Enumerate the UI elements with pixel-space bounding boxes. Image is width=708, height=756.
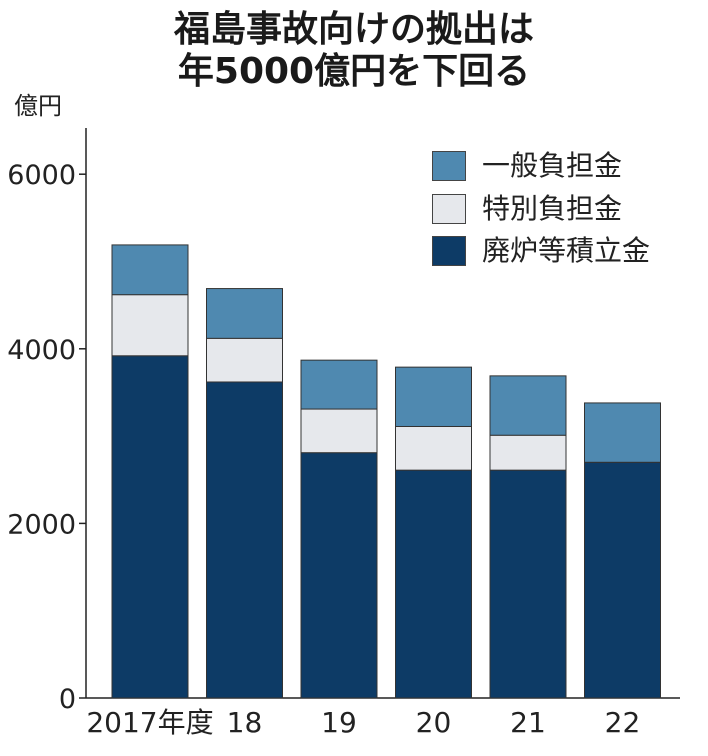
bar-segment-4-2 xyxy=(489,375,567,436)
legend-label-decommission: 廃炉等積立金 xyxy=(482,234,651,267)
bar-segment-3-2 xyxy=(395,366,472,427)
legend-swatch-general xyxy=(432,151,466,181)
legend-label-special: 特別負担金 xyxy=(482,192,623,225)
chart-title-line-1: 福島事故向けの拠出は xyxy=(173,9,534,50)
bar-segment-1-0 xyxy=(206,381,283,699)
legend-swatch-decommission xyxy=(432,236,466,266)
bar-segment-0-1 xyxy=(111,294,189,357)
bar-segment-0-2 xyxy=(111,244,189,296)
x-tick-label-2: 19 xyxy=(321,706,357,739)
y-tick-label-0: 0 xyxy=(59,684,76,715)
y-tick-label-6000: 6000 xyxy=(7,160,76,191)
bar-segment-2-0 xyxy=(300,452,378,699)
bar-segment-2-1 xyxy=(300,408,378,454)
legend-label-general: 一般負担金 xyxy=(482,149,623,182)
y-tick-label-2000: 2000 xyxy=(7,509,76,540)
bar-segment-1-1 xyxy=(206,337,283,383)
chart-title-line-2: 年5000億円を下回る xyxy=(177,51,531,92)
bar-segment-1-2 xyxy=(206,288,283,339)
x-tick-label-4: 21 xyxy=(510,706,546,739)
bar-segment-3-0 xyxy=(395,469,472,699)
bar-segment-5-0 xyxy=(584,461,661,699)
y-tick-label-4000: 4000 xyxy=(7,335,76,366)
legend-swatch-special xyxy=(432,194,466,224)
bar-segment-5-2 xyxy=(584,402,661,463)
bar-segment-4-0 xyxy=(489,469,567,699)
bar-segment-0-0 xyxy=(111,355,189,699)
x-tick-label-3: 20 xyxy=(416,706,452,739)
y-axis-label: 億円 xyxy=(14,92,62,120)
x-tick-label-1: 18 xyxy=(227,706,263,739)
bar-segment-4-1 xyxy=(489,434,567,471)
x-tick-label-5: 22 xyxy=(605,706,641,739)
bar-segment-3-1 xyxy=(395,425,472,471)
x-tick-label-0: 2017年度 xyxy=(86,706,213,739)
bar-segment-2-2 xyxy=(300,359,378,410)
